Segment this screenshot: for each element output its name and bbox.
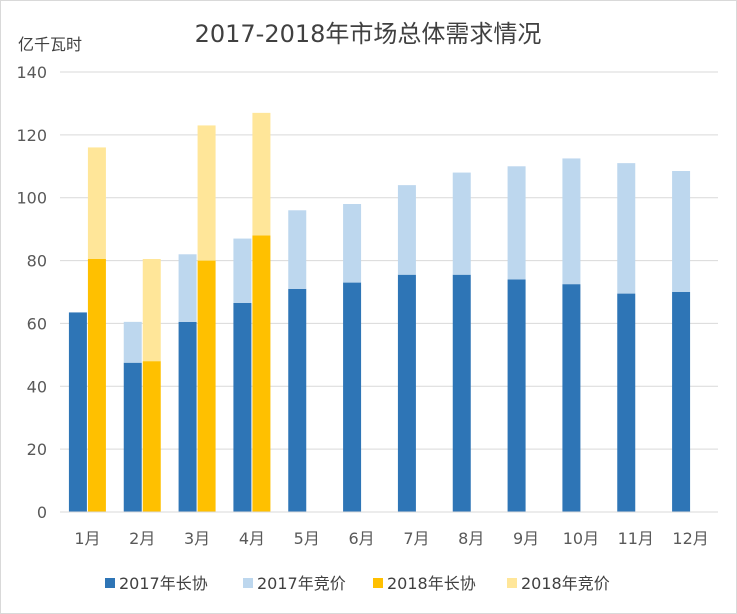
- bar-2017年长协-5月: [288, 288, 307, 512]
- y-tick-label: 60: [27, 314, 47, 333]
- legend-label: 2017年长协: [119, 574, 208, 593]
- y-axis-ticks: 0 20 40 60 80 100 120 140: [16, 63, 47, 522]
- x-tick-label: 12月: [672, 529, 708, 548]
- bar-2018年竞价-3月: [197, 125, 216, 261]
- x-tick-label: 11月: [618, 529, 654, 548]
- x-axis-ticks: 1月 2月 3月 4月 5月 6月 7月 8月 9月 10月 11月 12月: [74, 529, 708, 548]
- legend-swatch: [507, 578, 517, 588]
- bar-2018年长协-1月: [87, 259, 106, 512]
- y-axis-unit-label: 亿千瓦时: [18, 35, 82, 54]
- bar-2017年竞价-12月: [672, 171, 691, 292]
- y-tick-label: 80: [27, 252, 47, 271]
- chart-title: 2017-2018年市场总体需求情况: [195, 20, 542, 48]
- x-tick-label: 1月: [74, 529, 100, 548]
- legend-label: 2018年竞价: [521, 574, 610, 593]
- x-tick-label: 7月: [403, 529, 429, 548]
- y-tick-label: 140: [16, 63, 47, 82]
- bar-2018年竞价-2月: [142, 259, 161, 362]
- bar-2017年长协-7月: [397, 274, 416, 512]
- bar-2018年长协-2月: [142, 361, 161, 512]
- legend-label: 2017年竞价: [257, 574, 346, 593]
- bar-2017年竞价-3月: [178, 254, 197, 322]
- bar-2017年长协-10月: [562, 284, 581, 512]
- x-tick-label: 5月: [294, 529, 320, 548]
- bar-2017年竞价-8月: [452, 172, 471, 275]
- bar-2017年长协-12月: [672, 292, 691, 512]
- x-tick-label: 2月: [129, 529, 155, 548]
- y-tick-label: 40: [27, 377, 47, 396]
- gridlines: [60, 71, 718, 450]
- bars: [68, 112, 691, 512]
- y-tick-label: 120: [16, 126, 47, 145]
- bar-2017年竞价-10月: [562, 158, 581, 285]
- bar-2017年长协-3月: [178, 321, 197, 512]
- bar-2017年竞价-6月: [343, 204, 362, 283]
- bar-2018年长协-4月: [252, 235, 271, 512]
- x-tick-label: 10月: [563, 529, 599, 548]
- legend-swatch: [243, 578, 253, 588]
- bar-2017年长协-8月: [452, 274, 471, 512]
- bar-2017年竞价-4月: [233, 238, 252, 303]
- legend: 2017年长协 2017年竞价 2018年长协 2018年竞价: [105, 574, 610, 593]
- x-tick-label: 4月: [239, 529, 265, 548]
- y-tick-label: 100: [16, 189, 47, 208]
- bar-2017年竞价-5月: [288, 210, 307, 289]
- bar-2018年长协-3月: [197, 260, 216, 512]
- legend-label: 2018年长协: [387, 574, 476, 593]
- bar-2017年长协-11月: [617, 293, 636, 512]
- legend-swatch: [373, 578, 383, 588]
- bar-2017年长协-4月: [233, 303, 252, 512]
- bar-2017年长协-9月: [507, 279, 526, 512]
- x-tick-label: 3月: [184, 529, 210, 548]
- x-tick-label: 8月: [458, 529, 484, 548]
- bar-2018年竞价-4月: [252, 112, 271, 236]
- y-tick-label: 20: [27, 440, 47, 459]
- y-tick-label: 0: [37, 503, 47, 522]
- bar-2017年竞价-7月: [397, 185, 416, 275]
- bar-2017年长协-6月: [343, 282, 362, 512]
- bar-2017年长协-1月: [68, 312, 87, 512]
- bar-2017年竞价-9月: [507, 166, 526, 280]
- bar-2017年长协-2月: [123, 362, 142, 512]
- legend-swatch: [105, 578, 115, 588]
- x-tick-label: 9月: [513, 529, 539, 548]
- bar-2017年竞价-2月: [123, 321, 142, 363]
- bar-2017年竞价-11月: [617, 163, 636, 294]
- x-tick-label: 6月: [348, 529, 374, 548]
- bar-2018年竞价-1月: [87, 147, 106, 259]
